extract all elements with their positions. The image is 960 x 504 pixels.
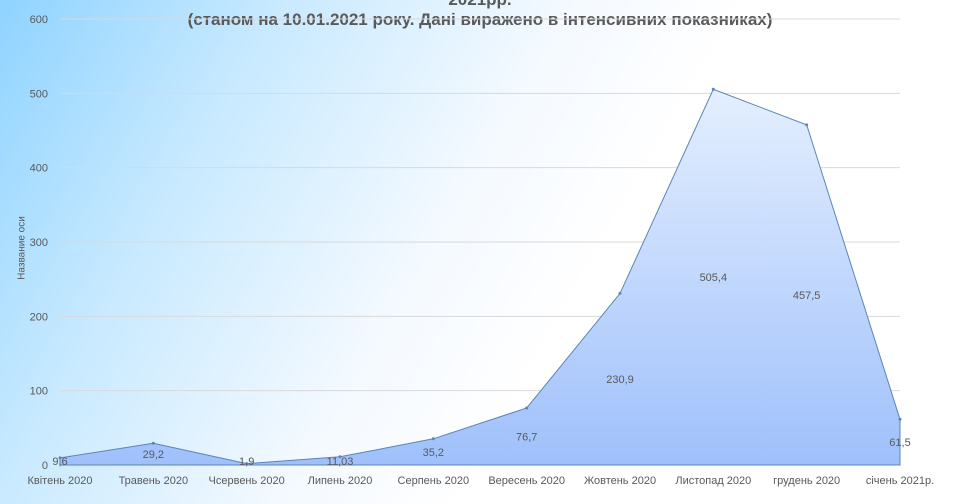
y-tick-label: 100 xyxy=(30,386,48,398)
data-point xyxy=(245,462,249,466)
y-tick-label: 200 xyxy=(30,311,48,323)
data-point xyxy=(898,417,902,421)
x-tick-label: Серпень 2020 xyxy=(398,475,470,487)
data-label: 11,03 xyxy=(327,456,354,468)
y-tick-label: 0 xyxy=(42,460,48,472)
x-tick-label: Чсервень 2020 xyxy=(209,475,285,487)
data-label: 9,6 xyxy=(52,456,67,468)
x-tick-label: Листопад 2020 xyxy=(675,475,751,487)
area-series xyxy=(59,88,901,466)
chart-title: 2021рр. xyxy=(0,0,960,10)
data-point xyxy=(805,123,809,127)
data-point xyxy=(618,291,622,295)
data-label: 61,5 xyxy=(889,437,910,449)
data-label: 505,4 xyxy=(700,272,728,284)
x-tick-label: Квітень 2020 xyxy=(27,475,92,487)
data-point xyxy=(151,441,155,445)
y-tick-label: 500 xyxy=(30,88,48,100)
data-point xyxy=(338,455,342,459)
x-tick-label: Липень 2020 xyxy=(308,475,373,487)
x-tick-label: грудень 2020 xyxy=(773,475,840,487)
data-label: 35,2 xyxy=(423,447,444,459)
data-label: 29,2 xyxy=(143,449,164,461)
data-label: 457,5 xyxy=(793,290,821,302)
y-tick-label: 600 xyxy=(30,14,48,26)
data-label: 230,9 xyxy=(606,374,634,386)
data-point xyxy=(711,87,715,91)
x-tick-label: січень 2021р. xyxy=(866,475,934,487)
x-tick-label: Вересень 2020 xyxy=(488,475,565,487)
data-label: 1,9 xyxy=(239,456,254,468)
data-label: 76,7 xyxy=(516,431,537,443)
data-point xyxy=(58,456,62,460)
x-tick-label: Жовтень 2020 xyxy=(584,475,656,487)
data-point xyxy=(431,437,435,441)
y-tick-label: 300 xyxy=(30,237,48,249)
x-tick-label: Травень 2020 xyxy=(119,475,189,487)
data-point xyxy=(525,406,529,410)
y-tick-label: 400 xyxy=(30,163,48,175)
